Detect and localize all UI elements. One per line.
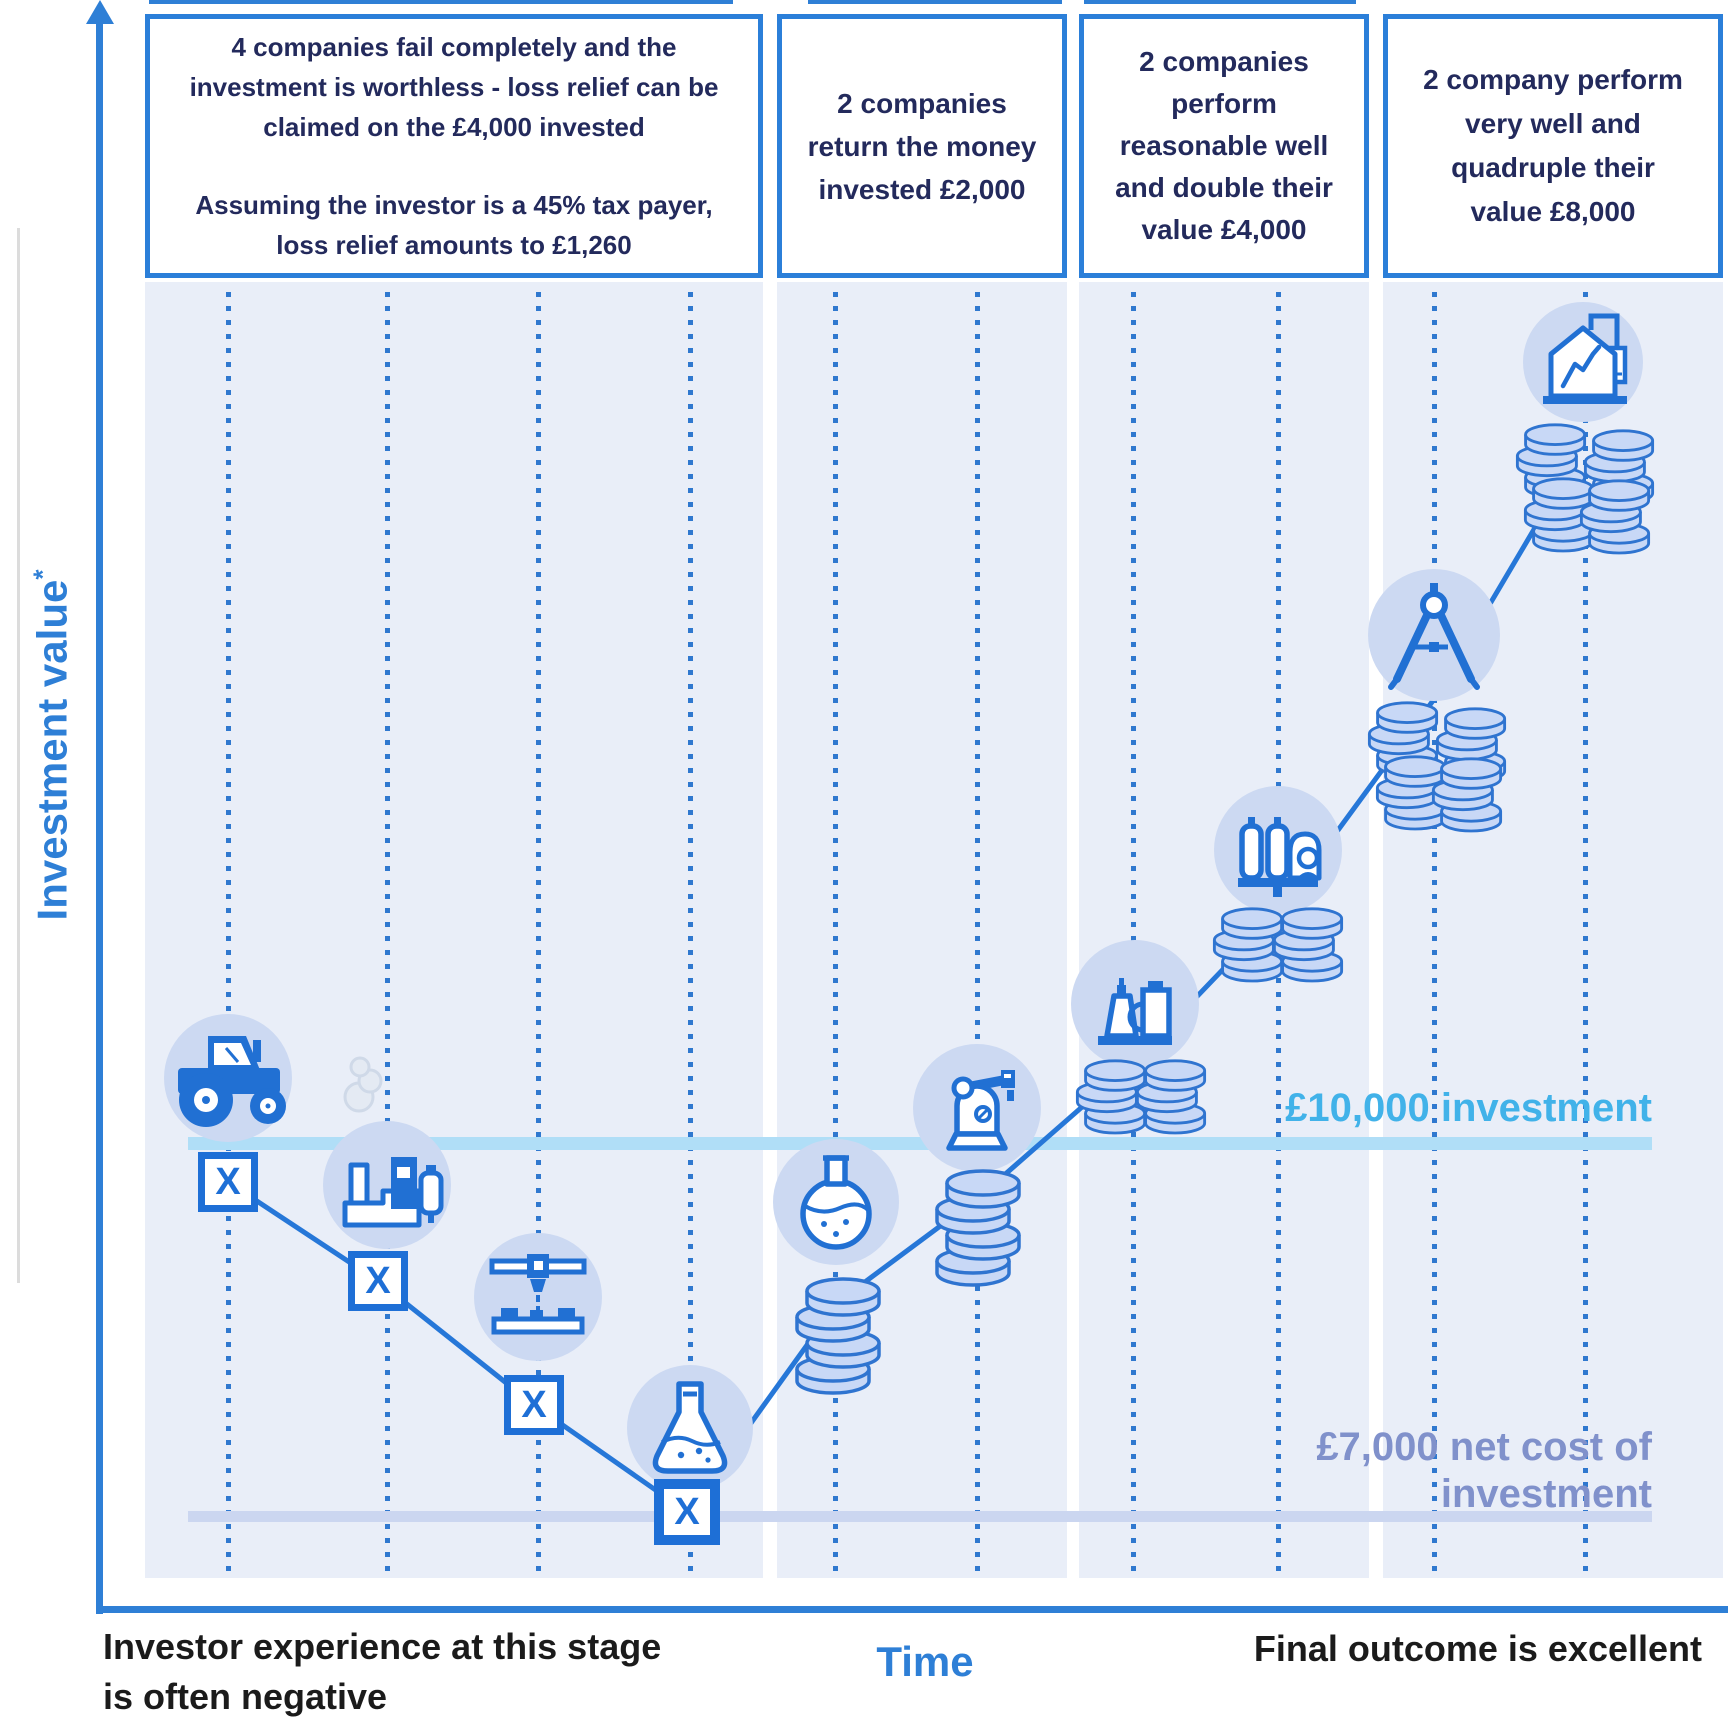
net-cost-level-line — [188, 1511, 1652, 1522]
stage-1-text: 4 companies fail completely and the inves… — [189, 32, 719, 142]
coin-stack-cluster — [1369, 703, 1504, 831]
header-box-stage-4: 2 company perform very well and quadruple … — [1383, 14, 1723, 278]
drafting-compass-icon — [1368, 569, 1500, 701]
erlenmeyer-flask-icon — [627, 1365, 753, 1491]
top-rule-segment — [1084, 0, 1356, 4]
coin-stack — [937, 1171, 1019, 1285]
header-box-stage-3: 2 companies perform reasonable well and dou… — [1079, 14, 1369, 278]
dotted-guide-line — [1583, 292, 1588, 1580]
smoke-icon — [343, 1056, 383, 1113]
y-axis — [96, 18, 103, 1614]
fail-marker: X — [198, 1152, 258, 1212]
coin-stack — [797, 1279, 879, 1393]
top-rule-segment — [808, 0, 1062, 4]
dotted-guide-line — [688, 292, 693, 1580]
dotted-guide-line — [833, 292, 838, 1580]
investment-level-line — [188, 1137, 1652, 1150]
coin-stack-pair — [1077, 1061, 1204, 1133]
dotted-guide-line — [226, 292, 231, 1580]
lab-vessels-icon — [1214, 786, 1342, 914]
factory-icon — [323, 1056, 451, 1249]
value-curve — [226, 480, 1565, 1515]
coin-stack-pair — [1214, 909, 1341, 981]
y-axis-footnote-mark: * — [27, 569, 58, 580]
page-edge-line — [17, 228, 20, 1283]
net-cost-level-label: £7,000 net cost of investment — [1316, 1425, 1652, 1516]
round-flask-icon — [773, 1139, 899, 1265]
investment-level-label: £10,000 investment — [1285, 1086, 1652, 1130]
caption-right: Final outcome is excellent — [1253, 1628, 1702, 1669]
factory-growth-icon — [1523, 302, 1643, 422]
3d-printer-icon — [474, 1233, 602, 1361]
top-rule-segment — [149, 0, 733, 4]
dotted-guide-line — [1131, 292, 1136, 1580]
header-box-stage-1: 4 companies fail completely and the inves… — [145, 14, 763, 278]
fail-marker: X — [654, 1479, 720, 1545]
stage-1-band — [145, 282, 763, 1578]
stage-4-text: 2 company perform very well and quadruple … — [1423, 64, 1683, 227]
stage-3-text: 2 companies perform reasonable well and dou… — [1115, 46, 1333, 245]
dotted-guide-line — [1432, 292, 1437, 1580]
dotted-guide-line — [536, 292, 541, 1580]
fail-marker: X — [504, 1375, 564, 1435]
robot-arm-icon — [913, 1044, 1041, 1172]
x-axis — [96, 1606, 1728, 1613]
fail-marker: X — [348, 1251, 408, 1311]
caption-left: Investor experience at this stage is ofte… — [103, 1626, 662, 1717]
header-box-stage-2: 2 companies return the money invested £2,0… — [777, 14, 1067, 278]
stage-2-text: 2 companies return the money invested £2,0… — [807, 87, 1037, 205]
dotted-guide-line — [975, 292, 980, 1580]
dotted-guide-line — [385, 292, 390, 1580]
x-axis-label: Time — [876, 1638, 974, 1685]
tractor-icon — [164, 1014, 292, 1142]
cosmetics-bottles-icon — [1071, 940, 1199, 1068]
stage-1-loss-relief-text: Assuming the investor is a 45% tax payer… — [195, 190, 713, 260]
y-axis-label: Investment value* — [28, 570, 77, 921]
coin-stack-cluster — [1517, 425, 1652, 553]
y-axis-label-text: Investment value — [28, 579, 76, 921]
